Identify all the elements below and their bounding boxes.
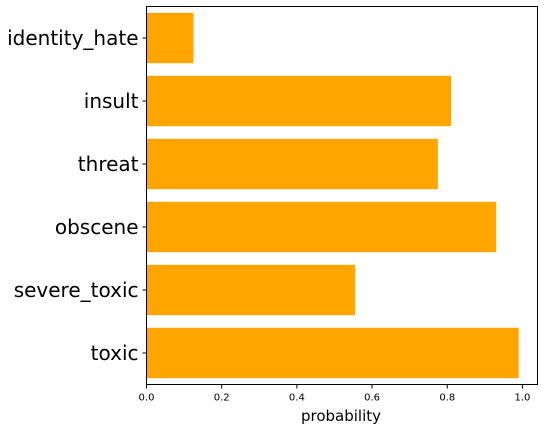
bar-toxic — [146, 327, 519, 379]
x-tick-label: 1.0 — [515, 393, 531, 404]
x-tick-label: 0.0 — [139, 393, 155, 404]
x-tick-label: 0.2 — [214, 393, 230, 404]
plot-frame — [146, 6, 538, 385]
x-ticks: 0.0 0.2 0.4 0.6 0.8 1.0 — [139, 384, 531, 404]
bar-threat — [146, 138, 438, 190]
bar-obscene — [146, 201, 497, 253]
x-tick-label: 0.4 — [289, 393, 305, 404]
bar-severe-toxic — [146, 264, 356, 316]
bar-identity-hate — [146, 12, 194, 64]
x-tick-label: 0.8 — [439, 393, 455, 404]
category-label-identity-hate: identity_hate — [7, 26, 138, 50]
category-label-obscene: obscene — [55, 215, 139, 239]
category-label-insult: insult — [84, 89, 139, 113]
category-labels: toxic severe_toxic obscene threat insult iden… — [7, 26, 147, 365]
x-tick-label: 0.6 — [364, 393, 380, 404]
bars-group — [146, 12, 519, 379]
x-axis-title: probability — [301, 407, 381, 425]
bar-insult — [146, 75, 452, 127]
category-label-threat: threat — [78, 152, 139, 176]
category-label-severe-toxic: severe_toxic — [14, 278, 139, 302]
category-label-toxic: toxic — [91, 341, 139, 365]
